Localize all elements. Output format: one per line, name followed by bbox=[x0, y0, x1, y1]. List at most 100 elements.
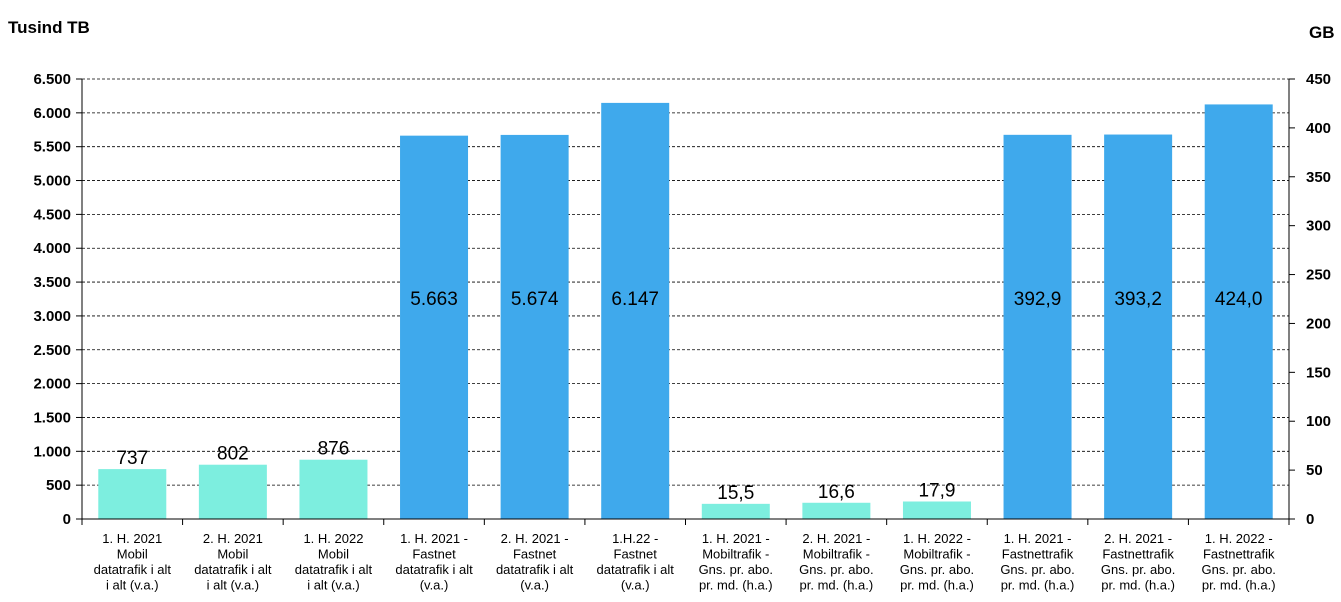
category-label-line: Mobiltrafik - bbox=[702, 547, 769, 562]
bar bbox=[1104, 134, 1173, 519]
left-tick-label: 4.500 bbox=[33, 206, 71, 223]
data-labels: 737 802 876 5.663 5.674 6.147 15,5 16,6 17,9 392,… bbox=[116, 289, 1262, 504]
category-label-line: 1. H. 2022 - bbox=[903, 531, 971, 546]
right-tick-label: 0 bbox=[1306, 511, 1314, 528]
category-label-line: 2. H. 2021 bbox=[203, 531, 263, 546]
bar bbox=[500, 134, 569, 519]
data-label: 17,9 bbox=[918, 480, 955, 501]
category-label-line: i alt (v.a.) bbox=[307, 578, 360, 593]
left-tick-label: 5.000 bbox=[33, 173, 71, 190]
right-axis-title: GB bbox=[1309, 23, 1335, 42]
category-label-line: 2. H. 2021 - bbox=[1104, 531, 1172, 546]
right-tick-label: 50 bbox=[1306, 462, 1323, 479]
data-label: 5.663 bbox=[410, 289, 458, 310]
bar bbox=[601, 102, 670, 519]
data-label: 876 bbox=[318, 439, 350, 460]
category-label: 1. H. 2021 -Fastnet datatrafik i alt (v.a.… bbox=[395, 531, 473, 593]
bar bbox=[299, 459, 368, 519]
category-label-line: Mobiltrafik - bbox=[903, 547, 970, 562]
category-label-line: (v.a.) bbox=[621, 578, 650, 593]
category-label-line: Mobil bbox=[217, 547, 248, 562]
category-label-line: 1. H. 2021 - bbox=[400, 531, 468, 546]
category-label: 1. H. 2022 Mobil datatrafik i alt i alt (v.… bbox=[295, 531, 373, 593]
left-tick-label: 6.000 bbox=[33, 105, 71, 122]
category-label-line: (v.a.) bbox=[420, 578, 449, 593]
left-tick-label: 500 bbox=[46, 477, 71, 494]
left-tick-label: 0 bbox=[63, 511, 71, 528]
category-label: 1. H. 2022 -Fastnettrafik Gns. pr. abo. pr… bbox=[1201, 531, 1275, 593]
category-labels: 1. H. 2021 Mobil datatrafik i alt i alt (v.… bbox=[94, 531, 1276, 593]
category-label-line: i alt (v.a.) bbox=[106, 578, 159, 593]
category-label-line: 2. H. 2021 - bbox=[501, 531, 569, 546]
bar bbox=[400, 135, 469, 520]
category-label-line: Fastnet bbox=[513, 547, 557, 562]
right-tick-label: 150 bbox=[1306, 364, 1331, 381]
right-tick-label: 300 bbox=[1306, 218, 1331, 235]
bar bbox=[98, 469, 167, 519]
category-label-line: pr. md. (h.a.) bbox=[800, 578, 874, 593]
right-tick-label: 100 bbox=[1306, 413, 1331, 430]
data-label: 424,0 bbox=[1215, 289, 1263, 310]
left-tick-label: 1.500 bbox=[33, 409, 71, 426]
category-label-line: pr. md. (h.a.) bbox=[1202, 578, 1276, 593]
category-label-line: Gns. pr. abo. bbox=[1201, 562, 1275, 577]
right-tick-label: 200 bbox=[1306, 315, 1331, 332]
left-tick-label: 2.500 bbox=[33, 342, 71, 359]
category-label-line: (v.a.) bbox=[520, 578, 549, 593]
bar bbox=[802, 502, 871, 519]
category-label: 1. H. 2021 -Fastnettrafik Gns. pr. abo. pr… bbox=[1000, 531, 1074, 593]
category-label-line: Gns. pr. abo. bbox=[799, 562, 873, 577]
bars bbox=[98, 102, 1273, 520]
category-label-line: 2. H. 2021 - bbox=[802, 531, 870, 546]
category-label-line: pr. md. (h.a.) bbox=[1001, 578, 1075, 593]
category-label-line: Fastnettrafik bbox=[1002, 547, 1074, 562]
category-label-line: datatrafik i alt bbox=[496, 562, 574, 577]
data-label: 15,5 bbox=[717, 483, 754, 504]
right-tick-label: 450 bbox=[1306, 71, 1331, 88]
category-label-line: Gns. pr. abo. bbox=[1101, 562, 1175, 577]
category-label-line: datatrafik i alt bbox=[295, 562, 373, 577]
category-label: 2. H. 2021 -Fastnet datatrafik i alt (v.a.… bbox=[496, 531, 574, 593]
category-label: 1. H. 2022 -Mobiltrafik -Gns. pr. abo. pr… bbox=[900, 531, 974, 593]
data-label: 802 bbox=[217, 444, 249, 465]
category-label-line: datatrafik i alt bbox=[597, 562, 675, 577]
data-label: 393,2 bbox=[1114, 289, 1162, 310]
category-label: 1. H. 2021 Mobil datatrafik i alt i alt (v.… bbox=[94, 531, 172, 593]
right-tick-labels: 0 50 100 150 200 250 300 350 400 450 bbox=[1306, 71, 1331, 528]
category-label-line: Gns. pr. abo. bbox=[1000, 562, 1074, 577]
category-label: 1. H. 2021 -Mobiltrafik -Gns. pr. abo. pr… bbox=[699, 531, 773, 593]
axes bbox=[76, 78, 1295, 525]
left-tick-label: 5.500 bbox=[33, 139, 71, 156]
category-label-line: Fastnettrafik bbox=[1102, 547, 1174, 562]
category-label-line: datatrafik i alt bbox=[395, 562, 473, 577]
left-tick-label: 4.000 bbox=[33, 240, 71, 257]
gridlines bbox=[82, 78, 1289, 486]
category-label-line: pr. md. (h.a.) bbox=[900, 578, 974, 593]
left-tick-label: 3.500 bbox=[33, 274, 71, 291]
category-label-line: 1. H. 2021 - bbox=[702, 531, 770, 546]
left-axis-title: Tusind TB bbox=[8, 18, 90, 37]
category-label-line: i alt (v.a.) bbox=[207, 578, 260, 593]
category-label-line: datatrafik i alt bbox=[94, 562, 172, 577]
bar bbox=[198, 464, 267, 519]
category-label-line: Mobil bbox=[117, 547, 148, 562]
left-tick-label: 6.500 bbox=[33, 71, 71, 88]
left-tick-label: 1.000 bbox=[33, 443, 71, 460]
left-tick-label: 3.000 bbox=[33, 308, 71, 325]
category-label-line: 1. H. 2021 - bbox=[1004, 531, 1072, 546]
bar bbox=[1003, 134, 1072, 519]
category-label-line: 1. H. 2022 - bbox=[1205, 531, 1273, 546]
bar bbox=[701, 503, 770, 519]
category-label: 1.H.22 -Fastnet datatrafik i alt (v.a.) bbox=[597, 531, 675, 593]
category-label-line: Mobil bbox=[318, 547, 349, 562]
category-label-line: 1. H. 2021 bbox=[102, 531, 162, 546]
data-label: 16,6 bbox=[818, 482, 855, 503]
data-label: 737 bbox=[116, 448, 148, 469]
category-label-line: Fastnet bbox=[614, 547, 658, 562]
category-label-line: Gns. pr. abo. bbox=[699, 562, 773, 577]
category-label-line: pr. md. (h.a.) bbox=[1101, 578, 1175, 593]
left-tick-label: 2.000 bbox=[33, 376, 71, 393]
category-label: 2. H. 2021 -Mobiltrafik -Gns. pr. abo. pr… bbox=[799, 531, 873, 593]
data-label: 392,9 bbox=[1014, 289, 1062, 310]
